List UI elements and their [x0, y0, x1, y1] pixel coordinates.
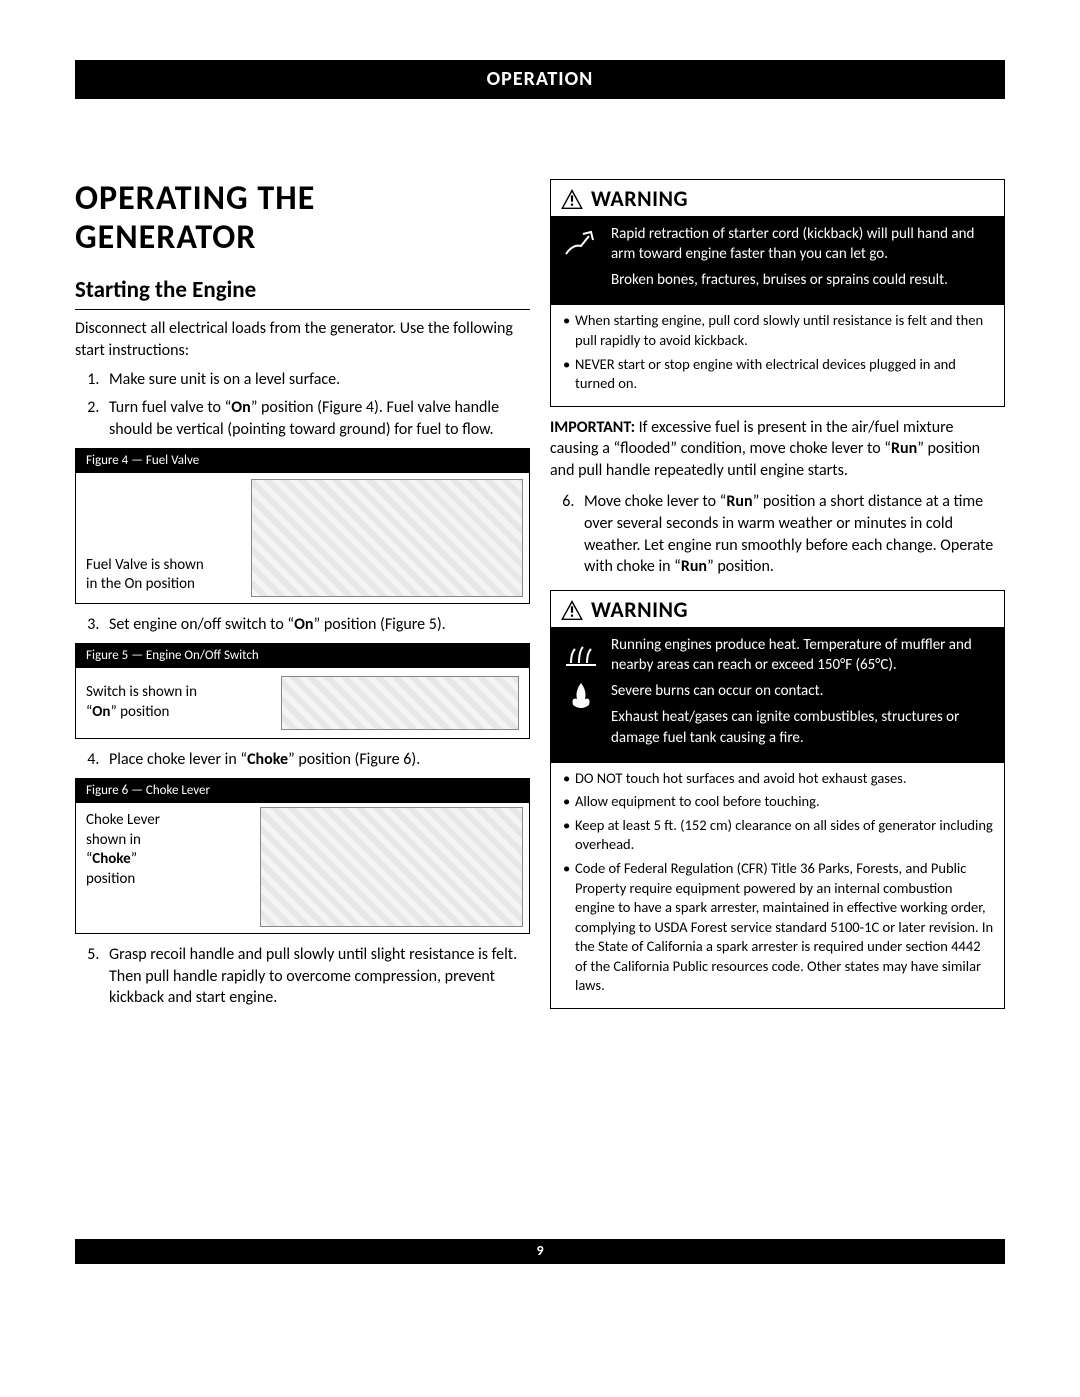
step-6-text-a: Move choke lever to “ [584, 492, 726, 511]
section-header-text: OPERATION [487, 67, 594, 91]
step-3: Set engine on/off switch to “On” positio… [103, 614, 530, 636]
warning-black-1: Rapid retraction of starter cord (kickba… [551, 216, 1004, 305]
figure-4-caption-l1: Fuel Valve is shown [86, 556, 204, 574]
step-4-text-a: Place choke lever in “ [109, 750, 247, 769]
warn2-p2: Severe burns can occur on contact. [611, 681, 994, 701]
warning-bullets-1: When starting engine, pull cord slowly u… [551, 304, 1004, 405]
warn1-p1: Rapid retraction of starter cord (kickba… [611, 224, 994, 265]
warn2-b4: Code of Federal Regulation (CFR) Title 3… [561, 859, 994, 996]
figure-6-caption-l1: Choke Lever [86, 811, 160, 829]
figure-4-caption-l2: in the On position [86, 575, 195, 593]
figure-4-box: Figure 4 — Fuel Valve Fuel Valve is show… [75, 448, 530, 604]
step-2-text-a: Turn fuel valve to “ [109, 398, 231, 417]
figure-6-caption-l3b: ” [131, 850, 137, 868]
warn2-b1: DO NOT touch hot surfaces and avoid hot … [561, 769, 994, 789]
figure-4-caption: Fuel Valve is shown in the On position [86, 556, 204, 595]
warning-triangle-icon [561, 600, 583, 620]
figure-4-illustration [251, 479, 523, 597]
warn1-p2: Broken bones, fractures, bruises or spra… [611, 270, 994, 290]
figure-5-box: Figure 5 — Engine On/Off Switch Switch i… [75, 643, 530, 739]
page-title-line2: GENERATOR [75, 217, 256, 258]
warning-black-2: Running engines produce heat. Temperatur… [551, 627, 1004, 762]
warning-icon-col-1 [561, 224, 603, 270]
subheading-starting-engine: Starting the Engine [75, 275, 530, 310]
step-1: Make sure unit is on a level surface. [103, 369, 530, 391]
step-4-text-b: ” position (Figure 6). [288, 750, 420, 769]
step-4-choke: Choke [247, 750, 288, 769]
warning-box-kickback: WARNING Rapid retraction of starter cord… [550, 179, 1005, 407]
step-5: Grasp recoil handle and pull slowly unti… [103, 944, 530, 1009]
figure-5-body: Switch is shown in “On” position [76, 668, 529, 738]
step-4: Place choke lever in “Choke” position (F… [103, 749, 530, 771]
figure-5-title: Figure 5 — Engine On/Off Switch [76, 644, 529, 668]
page-title-line1: OPERATING THE [75, 178, 315, 219]
intro-paragraph: Disconnect all electrical loads from the… [75, 318, 530, 361]
figure-6-caption: Choke Lever shown in “Choke” position [86, 811, 160, 889]
step-6-text-c: ” position. [707, 557, 774, 576]
footer-bar: 9 [75, 1239, 1005, 1264]
warning-text-col-2: Running engines produce heat. Temperatur… [611, 635, 994, 754]
warning-box-heat: WARNING Running engines produce heat. Te… [550, 590, 1005, 1009]
warn1-b1: When starting engine, pull cord slowly u… [561, 311, 994, 350]
page-number: 9 [536, 1242, 543, 1259]
step-6: Move choke lever to “Run” position a sho… [578, 491, 1005, 577]
fire-icon [561, 677, 601, 713]
figure-5-caption-on: On [92, 703, 110, 721]
page-title: OPERATING THE GENERATOR [75, 179, 530, 257]
warning-label-2: WARNING [591, 595, 688, 625]
warning-text-col-1: Rapid retraction of starter cord (kickba… [611, 224, 994, 297]
warning-triangle-icon [561, 189, 583, 209]
right-column: WARNING Rapid retraction of starter cord… [550, 179, 1005, 1019]
warn2-b3: Keep at least 5 ft. (152 cm) clearance o… [561, 816, 994, 855]
figure-5-caption-l1: Switch is shown in [86, 683, 197, 701]
figure-6-caption-l2: shown in [86, 831, 141, 849]
warn2-p1: Running engines produce heat. Temperatur… [611, 635, 994, 676]
figure-5-caption: Switch is shown in “On” position [86, 683, 197, 722]
warn2-p3: Exhaust heat/gases can ignite combustibl… [611, 707, 994, 748]
warning-icon-col-2 [561, 635, 603, 719]
step-3-on: On [294, 615, 313, 634]
kickback-icon [561, 224, 601, 264]
figure-6-body: Choke Lever shown in “Choke” position [76, 803, 529, 933]
warn2-b2: Allow equipment to cool before touching. [561, 792, 994, 812]
figure-4-body: Fuel Valve is shown in the On position [76, 473, 529, 603]
step-3-text-b: ” position (Figure 5). [314, 615, 446, 634]
start-steps-list-cont2: Place choke lever in “Choke” position (F… [75, 749, 530, 771]
start-steps-list-cont1: Set engine on/off switch to “On” positio… [75, 614, 530, 636]
step-2: Turn fuel valve to “On” position (Figure… [103, 397, 530, 440]
important-note: IMPORTANT: If excessive fuel is present … [550, 417, 1005, 482]
section-header-bar: OPERATION [75, 60, 1005, 99]
important-run: Run [891, 439, 917, 458]
step-3-text-a: Set engine on/off switch to “ [109, 615, 294, 634]
figure-6-box: Figure 6 — Choke Lever Choke Lever shown… [75, 778, 530, 934]
figure-6-caption-choke: Choke [92, 850, 130, 868]
step-6-run1: Run [726, 492, 752, 511]
figure-5-caption-l2b: ” position [110, 703, 169, 721]
start-steps-list-cont3: Grasp recoil handle and pull slowly unti… [75, 944, 530, 1009]
warning-bullets-2: DO NOT touch hot surfaces and avoid hot … [551, 762, 1004, 1008]
step-2-on: On [231, 398, 250, 417]
figure-6-caption-l4: position [86, 870, 135, 888]
start-steps-list: Make sure unit is on a level surface. Tu… [75, 369, 530, 440]
warning-label-1: WARNING [591, 184, 688, 214]
two-column-layout: OPERATING THE GENERATOR Starting the Eng… [75, 179, 1005, 1019]
figure-4-title: Figure 4 — Fuel Valve [76, 449, 529, 473]
warn1-b2: NEVER start or stop engine with electric… [561, 355, 994, 394]
warning-header-2: WARNING [551, 591, 1004, 627]
start-steps-list-right: Move choke lever to “Run” position a sho… [550, 491, 1005, 577]
figure-5-illustration [281, 676, 519, 730]
hot-surface-icon [561, 635, 601, 671]
warning-header-1: WARNING [551, 180, 1004, 216]
left-column: OPERATING THE GENERATOR Starting the Eng… [75, 179, 530, 1019]
step-6-run2: Run [681, 557, 707, 576]
important-label: IMPORTANT: [550, 418, 635, 437]
figure-6-illustration [260, 807, 523, 927]
figure-6-title: Figure 6 — Choke Lever [76, 779, 529, 803]
